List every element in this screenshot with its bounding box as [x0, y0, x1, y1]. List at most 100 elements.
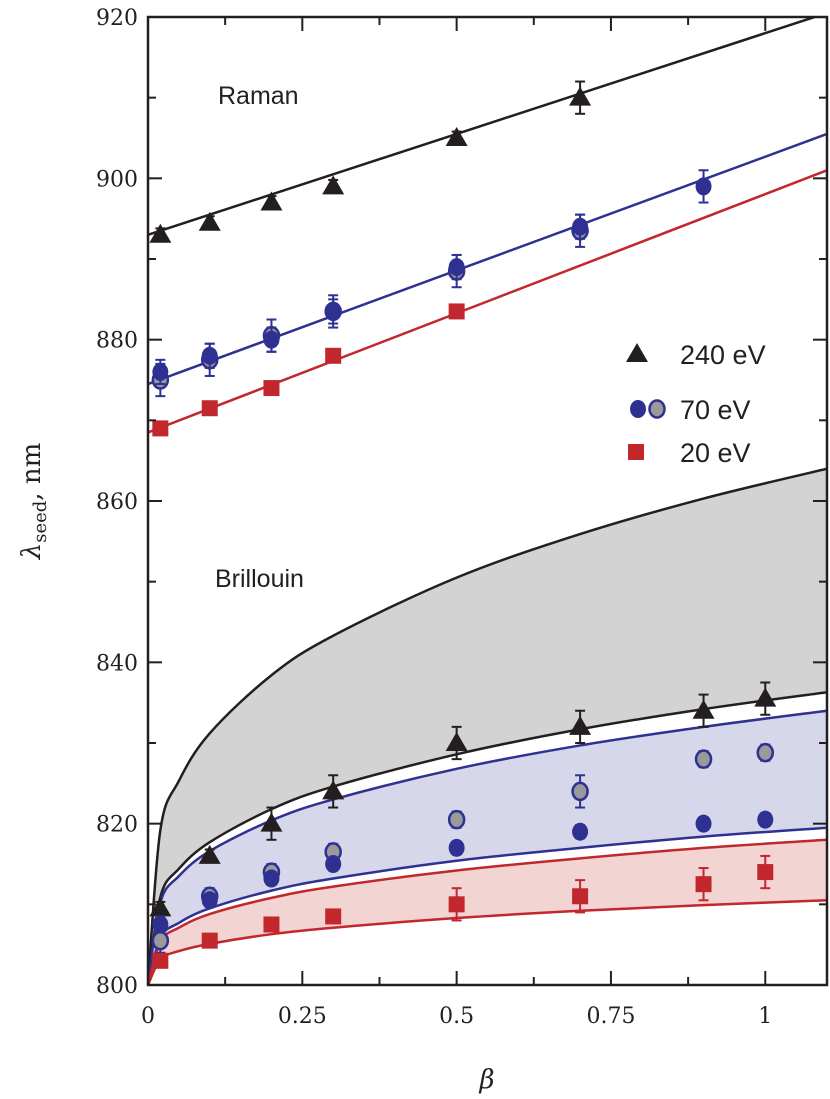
legend-item-0: 240 eV [626, 340, 766, 370]
legend-label: 20 eV [680, 438, 751, 468]
data-point [325, 302, 342, 321]
annotation-raman: Raman [218, 82, 299, 110]
data-point [201, 346, 218, 365]
data-point [260, 812, 283, 832]
data-point [322, 175, 345, 195]
data-point [695, 177, 712, 196]
band-fill-0 [148, 468, 827, 985]
series-raman-3 [152, 303, 465, 437]
legend-label: 240 eV [680, 340, 766, 370]
x-tick-label: 0.5 [439, 1004, 474, 1029]
y-tick-label: 820 [96, 813, 138, 838]
data-point [322, 780, 345, 800]
data-point [448, 838, 465, 857]
data-point [263, 330, 280, 349]
data-point [572, 217, 589, 236]
x-tick-label: 0.75 [586, 1004, 635, 1029]
data-point [151, 930, 170, 951]
data-point [569, 86, 592, 106]
y-axis-label: λseed, nm [17, 443, 51, 561]
band-fill-1 [148, 710, 827, 985]
data-point [152, 952, 169, 969]
x-tick-label: 0 [141, 1004, 155, 1029]
data-point [149, 223, 172, 243]
data-point [198, 844, 221, 864]
data-point [201, 932, 218, 949]
data-point [201, 891, 218, 910]
data-point [263, 380, 280, 397]
band-upper-curve-2 [148, 838, 827, 985]
y-tick-label: 840 [96, 651, 138, 676]
data-point [695, 814, 712, 833]
raman-fits [148, 17, 827, 434]
y-axis-label-unit: , nm [17, 443, 47, 501]
data-point [572, 888, 589, 905]
legend-label: 70 eV [680, 395, 751, 425]
x-axis-label: β [478, 1065, 494, 1095]
data-point [263, 916, 280, 933]
legend-marker [626, 343, 648, 362]
y-axis-label-main: λ [17, 543, 47, 560]
legend-marker [630, 400, 646, 418]
data-point [756, 742, 775, 763]
data-point [572, 822, 589, 841]
raman-fit-line-0 [148, 17, 819, 236]
legend: 240 eV 70 eV 20 eV [626, 340, 766, 468]
y-tick-label: 900 [96, 167, 138, 192]
data-point [152, 362, 169, 381]
legend-marker [648, 399, 666, 419]
data-point [152, 420, 169, 437]
series-brillouin-4 [149, 681, 777, 917]
data-point [571, 781, 589, 802]
data-point [149, 897, 172, 917]
data-point [152, 915, 169, 934]
band-upper-curve-0 [148, 467, 827, 985]
raman-fit-line-2 [148, 169, 827, 434]
data-point [198, 211, 221, 231]
y-tick-label: 920 [96, 6, 138, 31]
data-point [692, 699, 715, 719]
series-raman-2 [152, 169, 712, 386]
data-point [325, 347, 342, 364]
legend-item-1: 70 eV [630, 395, 751, 425]
legend-marker [628, 444, 644, 460]
raman-fit-line-1 [148, 132, 827, 386]
data-point [325, 908, 342, 925]
data-point [445, 127, 468, 146]
series-raman-0 [149, 80, 592, 243]
y-tick-label: 860 [96, 490, 138, 515]
data-point [445, 732, 468, 751]
data-point [569, 715, 592, 735]
axes: 0 0.25 0.5 0.75 1 800 820 840 860 880 900 920 [96, 6, 829, 1029]
data-points [149, 80, 777, 969]
series-raman-1 [151, 213, 589, 398]
data-point [448, 303, 465, 320]
data-point [757, 810, 774, 829]
data-point [757, 864, 774, 881]
data-point [325, 855, 342, 873]
x-tick-label: 1 [758, 1004, 772, 1029]
annotation-brillouin: Brillouin [215, 565, 304, 593]
brillouin-bands [148, 467, 827, 985]
data-point [694, 749, 713, 769]
y-axis-label-sub: seed [30, 501, 51, 543]
svg-text:λseed, nm: λseed, nm [17, 443, 51, 561]
data-point [754, 687, 777, 707]
data-point [448, 258, 465, 277]
data-point [447, 809, 466, 830]
data-point [448, 896, 465, 913]
band-lower-curve-2 [148, 899, 827, 985]
band-lower-curve-1 [148, 826, 827, 985]
band-fill-2 [148, 839, 827, 985]
data-point [263, 869, 280, 888]
data-point [201, 400, 218, 417]
data-point [260, 191, 283, 211]
legend-item-2: 20 eV [628, 438, 751, 468]
series-brillouin-7 [152, 854, 774, 969]
y-tick-label: 880 [96, 329, 138, 354]
y-tick-label: 800 [96, 974, 138, 999]
series-brillouin-6 [152, 810, 774, 934]
data-point [695, 876, 712, 893]
x-tick-label: 0.25 [278, 1004, 327, 1029]
